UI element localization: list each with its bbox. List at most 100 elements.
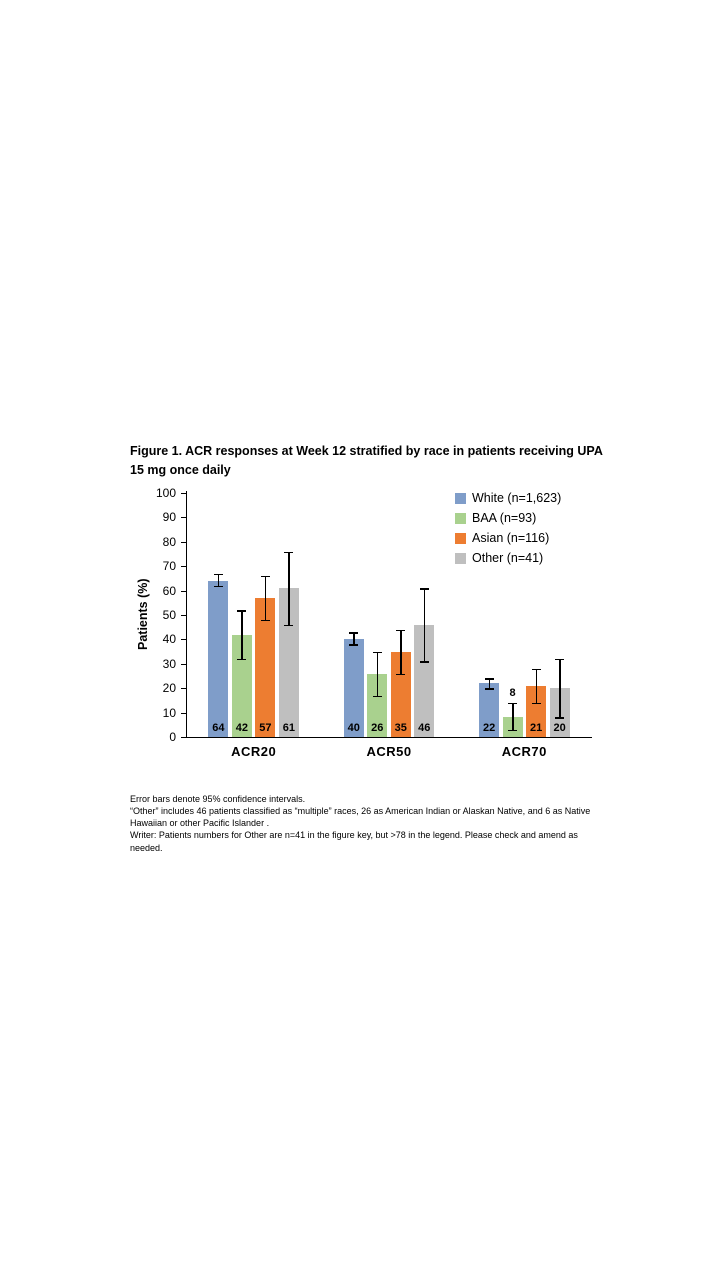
error-bar-cap-top	[284, 551, 294, 554]
y-tick-mark	[181, 517, 186, 519]
bar-value-label: 20	[553, 722, 566, 734]
bar-value-label: 40	[347, 722, 360, 734]
bar-value-label: 22	[482, 722, 496, 734]
legend-swatch-icon	[455, 532, 466, 544]
y-tick-label: 50	[162, 608, 176, 622]
legend-swatch-icon	[455, 512, 466, 524]
y-tick-mark	[181, 712, 186, 714]
error-bar-line	[241, 610, 243, 659]
error-bar-cap-bottom	[419, 661, 429, 663]
bar-value-label: 35	[394, 722, 407, 734]
legend-label: White (n=1,623)	[472, 491, 562, 505]
error-bar-cap-bottom	[508, 729, 518, 732]
y-tick-label: 70	[162, 559, 176, 574]
error-bar-line	[559, 658, 561, 718]
bar-ACR20-asian	[255, 597, 276, 737]
legend-item: Other (n=41)	[455, 548, 561, 568]
error-bar-cap-top	[555, 658, 565, 661]
error-bar-cap-bottom	[531, 702, 541, 705]
error-bar-cap-bottom	[349, 644, 359, 646]
y-tick-label: 20	[162, 681, 176, 696]
error-bar-cap-top	[419, 588, 429, 590]
y-tick-label: 10	[162, 705, 176, 720]
error-bar-line	[217, 573, 220, 586]
bar-ACR20-baa	[231, 634, 252, 737]
error-bar-cap-bottom	[260, 619, 270, 622]
bar-value-label: 64	[212, 722, 225, 734]
legend-swatch-icon	[455, 552, 466, 564]
legend-swatch-icon	[455, 492, 466, 504]
error-bar-line	[512, 702, 514, 730]
bar-ACR20-white	[208, 580, 229, 737]
error-bar-cap-top	[484, 678, 494, 680]
error-bar-cap-bottom	[237, 658, 247, 661]
bar-value-label: 46	[418, 722, 431, 734]
error-bar-line	[423, 588, 426, 662]
bar-value-label: 21	[529, 722, 543, 734]
figure-title: Figure 1. ACR responses at Week 12 strat…	[130, 444, 603, 477]
bar-ACR50-asian	[390, 651, 411, 737]
legend-label: Asian (n=116)	[472, 531, 550, 545]
error-bar-cap-top	[349, 632, 359, 634]
error-bar-cap-top	[213, 573, 223, 576]
error-bar-cap-bottom	[213, 585, 223, 588]
y-tick-mark	[181, 737, 186, 738]
error-bar-cap-top	[237, 610, 247, 612]
y-tick-mark	[181, 566, 186, 568]
y-tick-label: 60	[162, 583, 176, 598]
bar-ACR50-other	[414, 624, 435, 737]
error-bar-line	[288, 551, 290, 625]
y-tick-label: 80	[162, 534, 176, 549]
error-bar-cap-top	[396, 629, 406, 632]
x-axis-line	[186, 737, 592, 738]
bar-ACR70-white	[479, 683, 500, 737]
x-category-label: ACR50	[366, 744, 412, 759]
footnote-line: Writer: Patients numbers for Other are n…	[130, 830, 578, 853]
bar-value-label: 57	[259, 722, 272, 734]
y-tick-label: 30	[162, 656, 176, 671]
y-tick-mark	[181, 688, 186, 690]
bar-ACR70-asian	[526, 685, 547, 737]
y-tick-mark	[181, 639, 186, 641]
error-bar-line	[376, 651, 379, 696]
error-bar-cap-bottom	[396, 673, 406, 676]
y-tick-label: 0	[169, 730, 176, 744]
bar-ACR50-white	[343, 639, 364, 737]
error-bar-cap-top	[372, 651, 382, 654]
bar-value-label: 61	[282, 722, 296, 734]
footnote-line: Error bars denote 95% confidence interva…	[130, 794, 306, 804]
legend-item: Asian (n=116)	[455, 528, 561, 548]
bar-ACR50-baa	[367, 673, 388, 737]
error-bar-cap-bottom	[372, 695, 382, 698]
y-tick-mark	[181, 590, 186, 592]
legend-item: BAA (n=93)	[455, 508, 561, 528]
y-tick-mark	[181, 493, 186, 494]
legend-item: White (n=1,623)	[455, 488, 561, 508]
bar-ACR20-other	[278, 588, 299, 737]
error-bar-cap-bottom	[284, 624, 294, 627]
error-bar-line	[353, 632, 355, 645]
bar-value-label: 8	[509, 686, 516, 699]
y-tick-label: 90	[162, 510, 176, 525]
error-bar-cap-bottom	[484, 688, 494, 690]
y-tick-mark	[181, 615, 186, 616]
error-bar-cap-top	[531, 668, 541, 671]
y-axis-line	[186, 491, 187, 738]
error-bar-cap-top	[260, 575, 270, 578]
y-tick-label: 100	[155, 486, 176, 500]
error-bar-line	[264, 575, 267, 620]
y-tick-mark	[181, 541, 186, 543]
footnotes: Error bars denote 95% confidence interva…	[130, 793, 600, 854]
error-bar-cap-bottom	[555, 717, 565, 719]
chart-legend: White (n=1,623) BAA (n=93) Asian (n=116) Ot…	[455, 488, 561, 568]
bar-value-label: 42	[235, 722, 249, 734]
legend-label: BAA (n=93)	[472, 511, 537, 525]
legend-label: Other (n=41)	[472, 551, 544, 565]
y-tick-mark	[181, 663, 186, 665]
error-bar-line	[535, 668, 538, 703]
error-bar-line	[488, 678, 491, 689]
x-category-label: ACR70	[501, 744, 547, 759]
error-bar-line	[400, 629, 402, 674]
